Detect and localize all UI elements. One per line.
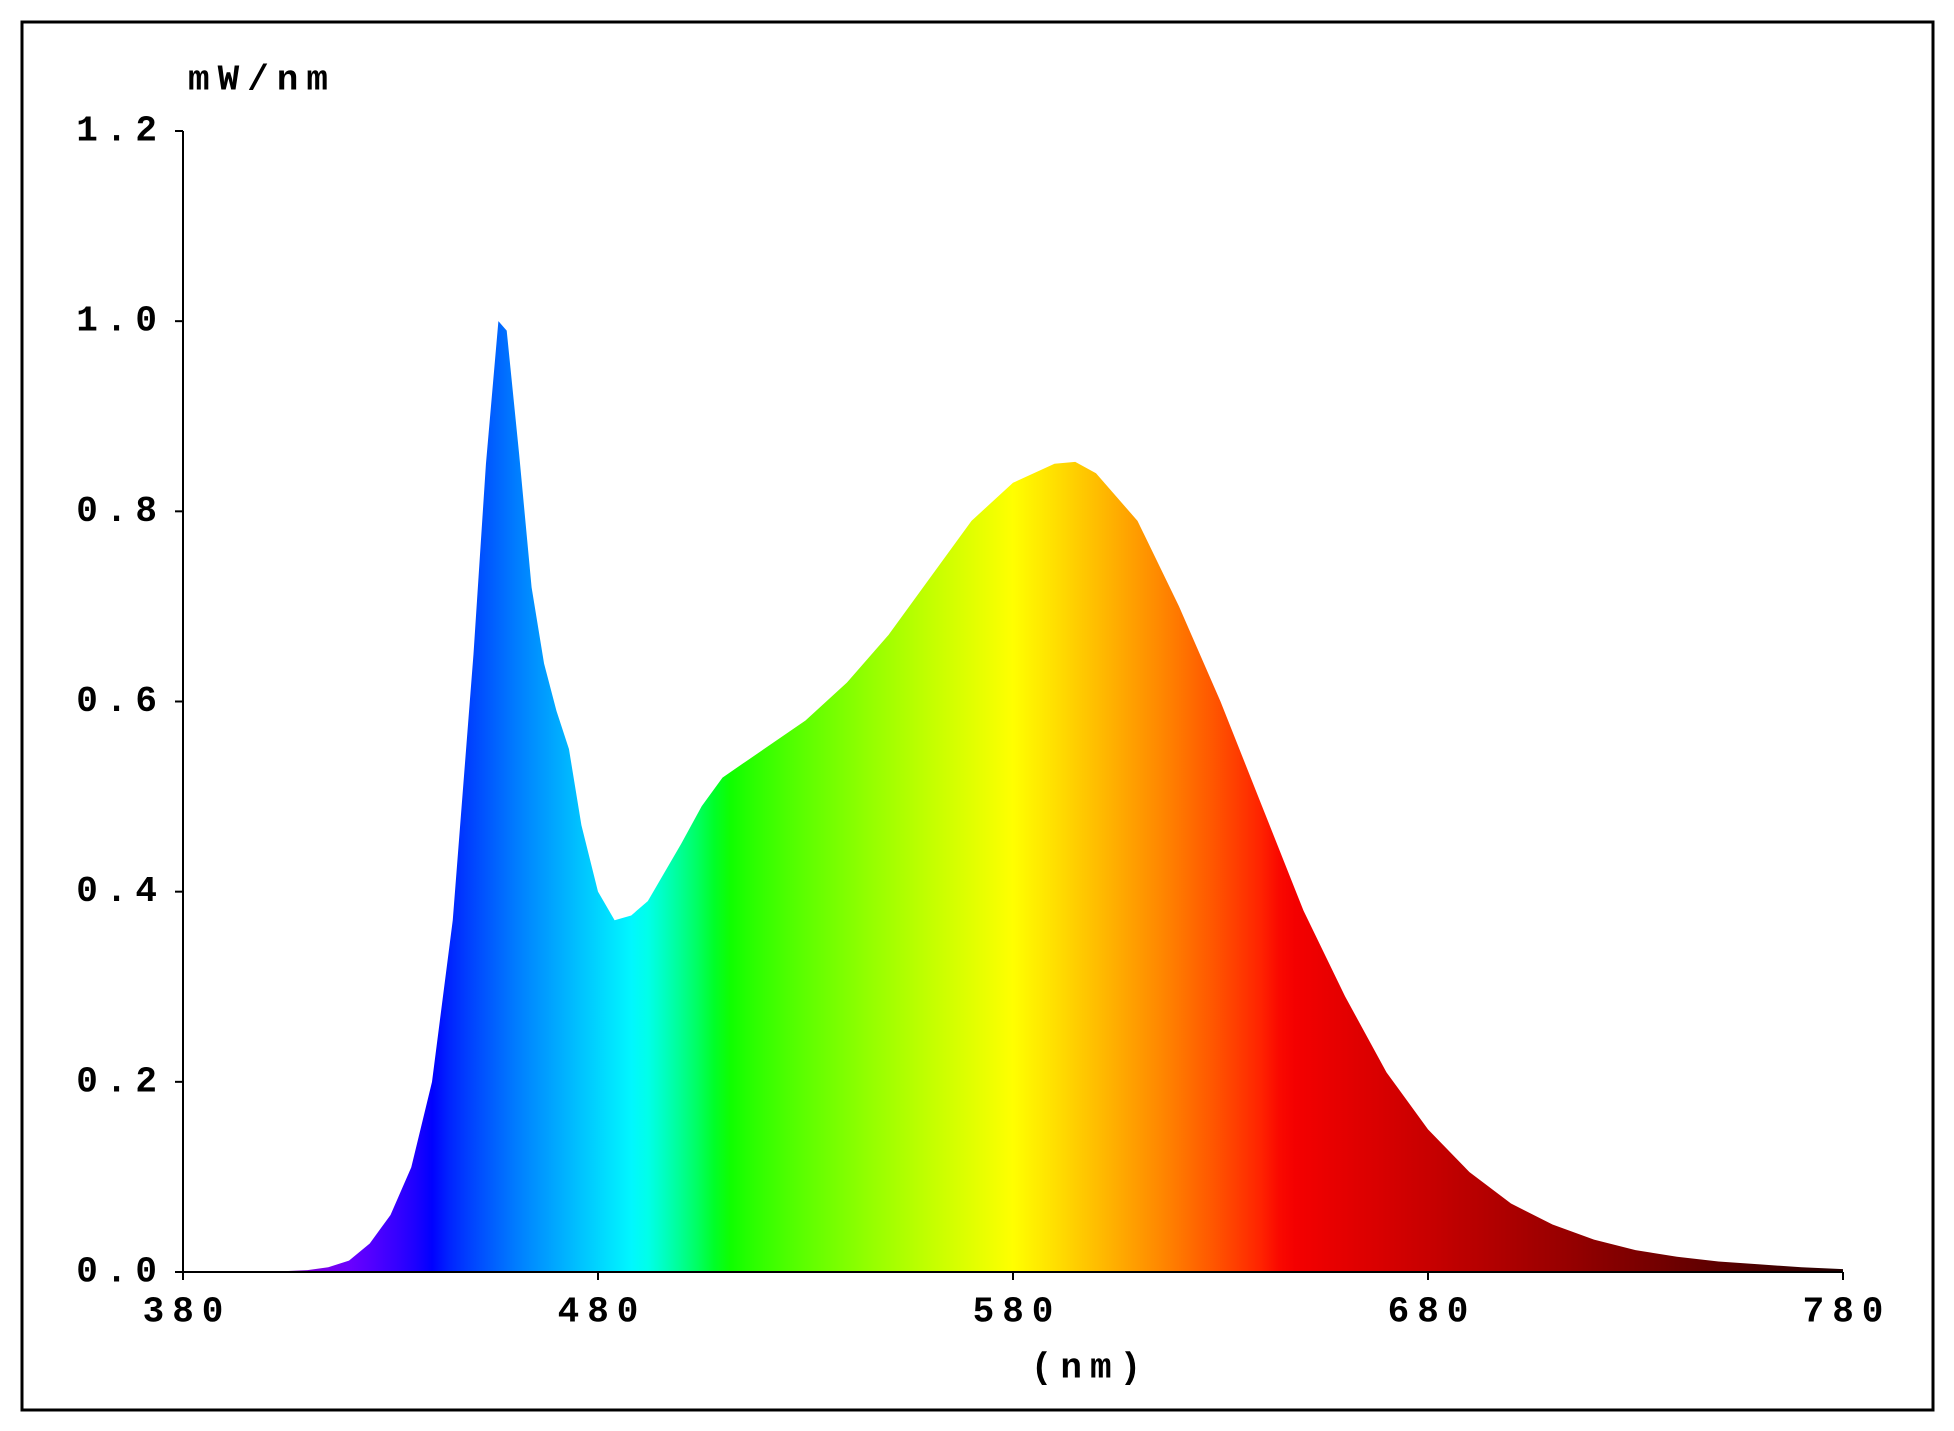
y-tick-label: 0.8 bbox=[76, 491, 165, 532]
x-tick-label: 580 bbox=[973, 1292, 1062, 1333]
y-tick-label: 0.2 bbox=[76, 1061, 165, 1102]
x-tick-label: 780 bbox=[1803, 1292, 1892, 1333]
x-tick-label: 380 bbox=[143, 1292, 232, 1333]
y-tick-label: 0.0 bbox=[76, 1252, 165, 1293]
x-tick-label: 480 bbox=[558, 1292, 647, 1333]
y-tick-label: 1.0 bbox=[76, 301, 165, 342]
x-axis-label: (nm) bbox=[1031, 1348, 1149, 1389]
y-tick-label: 0.6 bbox=[76, 681, 165, 722]
y-tick-label: 0.4 bbox=[76, 871, 165, 912]
spectrum-area bbox=[183, 321, 1843, 1273]
y-axis-label: mW/nm bbox=[188, 60, 336, 101]
y-tick-label: 1.2 bbox=[76, 111, 165, 152]
x-tick-label: 680 bbox=[1388, 1292, 1477, 1333]
